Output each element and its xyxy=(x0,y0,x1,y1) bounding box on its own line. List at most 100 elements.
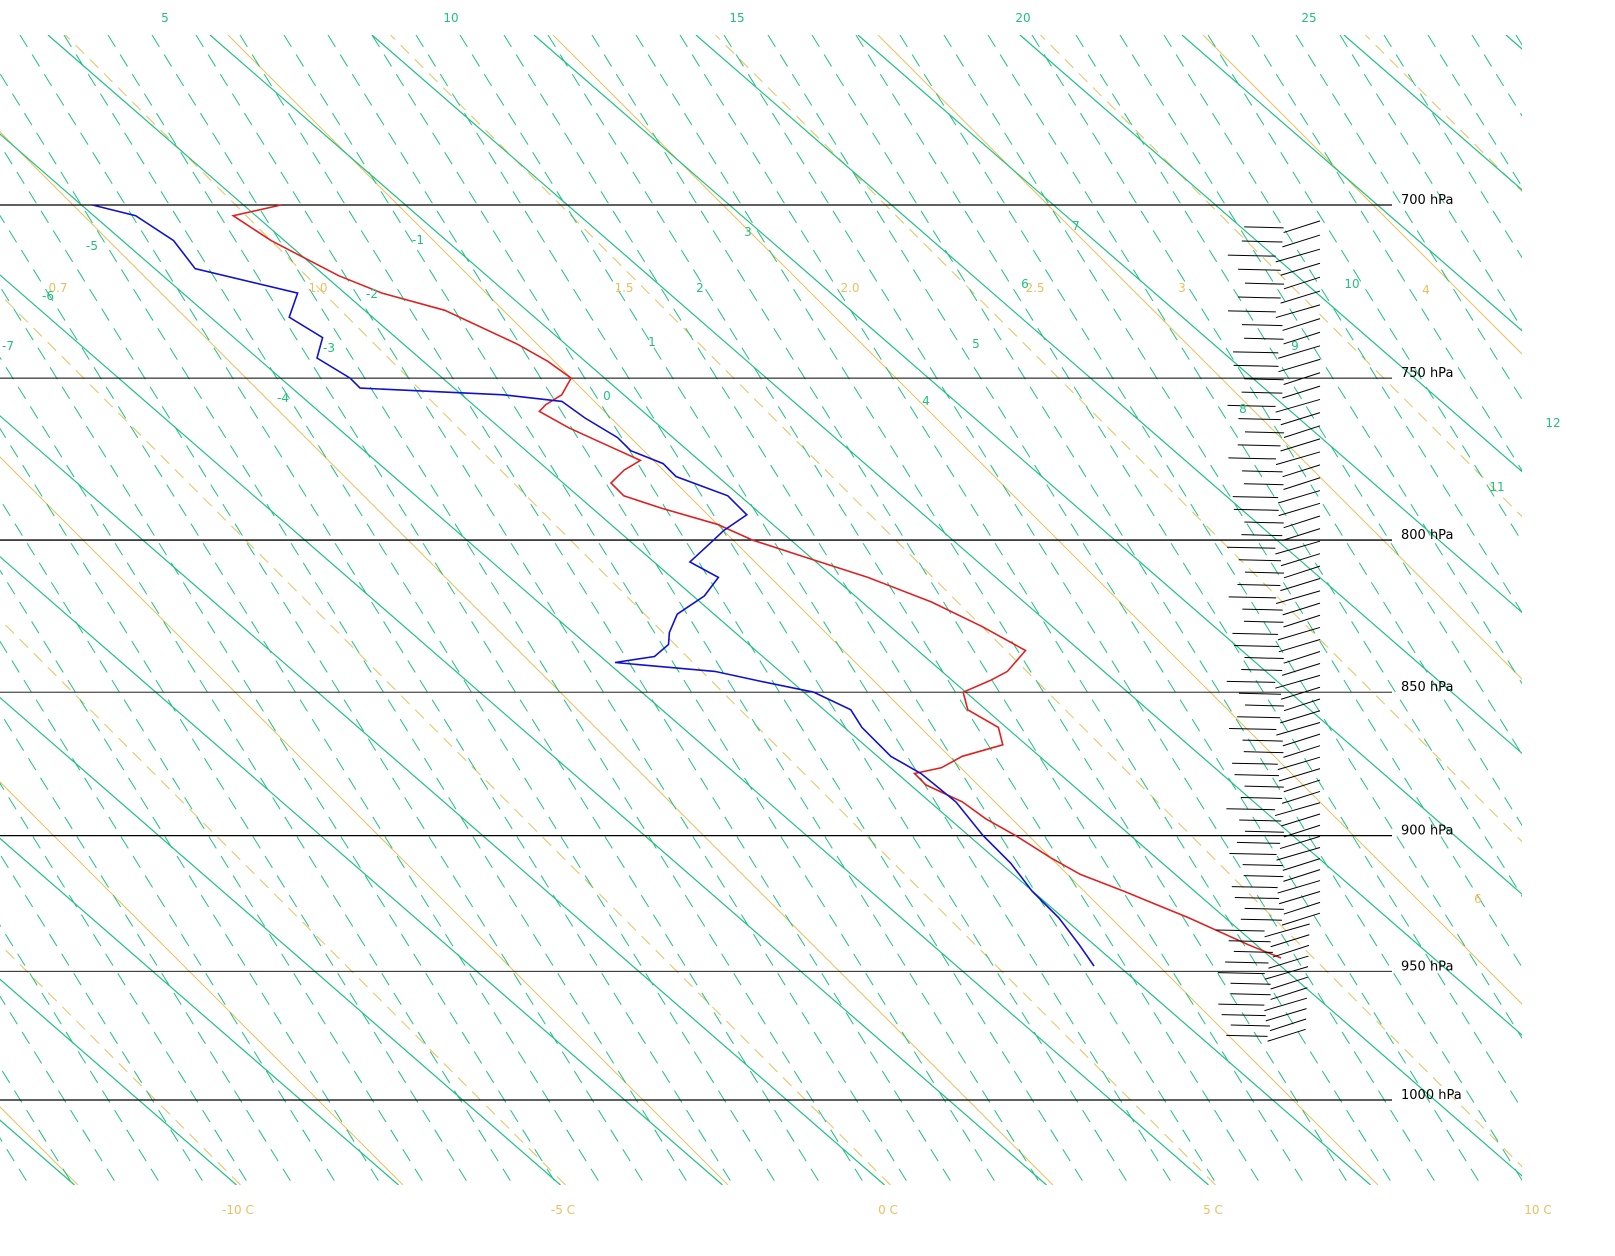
temperature-tick-label: 0 C xyxy=(878,1203,898,1217)
wind-barb xyxy=(1281,790,1321,804)
wind-barb xyxy=(1275,674,1321,689)
isotherm-line xyxy=(1040,35,1522,518)
wind-barb xyxy=(1283,565,1321,579)
wind-barb xyxy=(1283,869,1321,882)
mixing-ratio-label: 1.0 xyxy=(308,281,327,295)
wind-barb xyxy=(1282,528,1321,541)
wind-barb xyxy=(1278,891,1321,905)
theta-e-label: 2 xyxy=(696,281,704,295)
isotherm-line xyxy=(0,456,729,1185)
wind-barb-flag xyxy=(1226,808,1276,811)
moist-adiabat-line xyxy=(503,35,1218,1185)
wind-barb-flag xyxy=(1228,940,1271,943)
wind-barb xyxy=(1282,464,1321,478)
moist-adiabat-line xyxy=(0,498,426,1185)
wind-barb-flag xyxy=(1241,534,1283,537)
dry-adiabat-line xyxy=(0,133,1209,1185)
wind-barb-flag xyxy=(1227,254,1276,257)
theta-e-label: -3 xyxy=(323,341,335,355)
moist-adiabat-line xyxy=(1163,35,1522,614)
wind-barb-flag xyxy=(1230,1024,1270,1027)
isotherm-line xyxy=(1202,35,1522,355)
moist-adiabat-line xyxy=(0,214,602,1185)
wind-barb-flag xyxy=(1230,982,1271,985)
theta-e-label: 12 xyxy=(1545,416,1560,430)
wind-barb-flag xyxy=(1233,508,1279,511)
dry-adiabat-line xyxy=(1019,35,1522,473)
moist-adiabat-line xyxy=(1515,35,1522,46)
wind-barb-flag xyxy=(1241,324,1283,327)
isotherm-line xyxy=(65,35,1216,1185)
wind-barb-flag xyxy=(1238,559,1281,562)
wind-barb xyxy=(1274,802,1321,817)
wind-barb-flag xyxy=(1237,296,1281,299)
dry-adiabat-line xyxy=(47,35,1371,1185)
moist-adiabat-line xyxy=(0,143,646,1185)
mixing-ratio-label: 2.0 xyxy=(840,281,859,295)
wind-barb-flag xyxy=(1229,853,1277,856)
isotherm-line xyxy=(715,35,1522,843)
wind-barb xyxy=(1278,345,1321,359)
wind-barb xyxy=(1281,813,1321,827)
wind-barb xyxy=(1279,835,1321,850)
top-scale-label: 25 xyxy=(1301,11,1316,25)
wind-barb xyxy=(1264,997,1308,1012)
temperature-tick-label: 5 C xyxy=(1203,1203,1223,1217)
wind-barb xyxy=(1275,304,1321,319)
top-scale-label: 15 xyxy=(729,11,744,25)
temperature-tick-label: -5 C xyxy=(551,1203,575,1217)
moist-adiabat-line xyxy=(0,285,558,1185)
moist-adiabat-line xyxy=(195,35,910,1185)
isotherm-line xyxy=(0,293,891,1185)
wind-barb xyxy=(1283,515,1321,529)
moist-adiabat-line xyxy=(1295,35,1522,401)
wind-barb xyxy=(1264,923,1310,938)
wind-barb-flag xyxy=(1244,431,1285,434)
wind-barb xyxy=(1282,234,1321,248)
wind-barb xyxy=(1280,553,1321,567)
wind-barb-flag xyxy=(1228,457,1277,460)
wind-barb-flag xyxy=(1217,972,1265,975)
wind-barb-flag xyxy=(1244,785,1284,788)
wind-barb xyxy=(1282,602,1321,616)
temperature-tick-label: 10 C xyxy=(1524,1203,1551,1217)
wind-barb-flag xyxy=(1234,644,1279,647)
wind-barb-flag xyxy=(1237,444,1281,447)
wind-barb xyxy=(1280,686,1321,700)
wind-barb xyxy=(1276,721,1321,736)
moist-adiabat-line xyxy=(0,640,338,1185)
wind-barb-flag xyxy=(1226,680,1276,683)
moist-adiabat-line xyxy=(1031,35,1522,827)
theta-e-label: 4 xyxy=(922,394,930,408)
wind-barb xyxy=(1277,626,1321,641)
wind-barb xyxy=(1283,745,1321,758)
wind-barb xyxy=(1282,318,1321,331)
wind-barb-flag xyxy=(1215,929,1265,932)
theta-e-label: 10 xyxy=(1344,277,1359,291)
pressure-label: 700 hPa xyxy=(1401,193,1453,208)
wind-barbs xyxy=(1215,220,1321,1042)
wind-barb-flag xyxy=(1221,1014,1266,1017)
pressure-label: 850 hPa xyxy=(1401,680,1453,695)
wind-barb-flag xyxy=(1241,391,1283,394)
wind-barb xyxy=(1283,824,1321,838)
moist-adiabat-line xyxy=(1560,35,1615,1185)
wind-barb-flag xyxy=(1239,819,1282,822)
theta-e-label: 11 xyxy=(1489,480,1504,494)
pressure-label: 950 hPa xyxy=(1401,959,1453,974)
wind-barb xyxy=(1280,578,1321,592)
wind-barb-flag xyxy=(1234,774,1279,777)
wind-barb-flag xyxy=(1241,240,1283,243)
dewpoint-trace xyxy=(92,204,1095,967)
theta-e-label: -5 xyxy=(86,239,98,253)
dry-adiabat-line xyxy=(371,35,1522,1036)
wind-barb xyxy=(1282,385,1321,399)
wind-barb xyxy=(1282,858,1321,871)
isotherm-line xyxy=(0,618,566,1185)
dry-adiabat-line xyxy=(0,274,1047,1185)
theta-e-label: 1 xyxy=(648,335,656,349)
theta-e-label: -1 xyxy=(412,233,424,247)
wind-barb-flag xyxy=(1244,571,1285,574)
top-scale-label: 20 xyxy=(1015,11,1030,25)
wind-barb xyxy=(1280,710,1321,724)
